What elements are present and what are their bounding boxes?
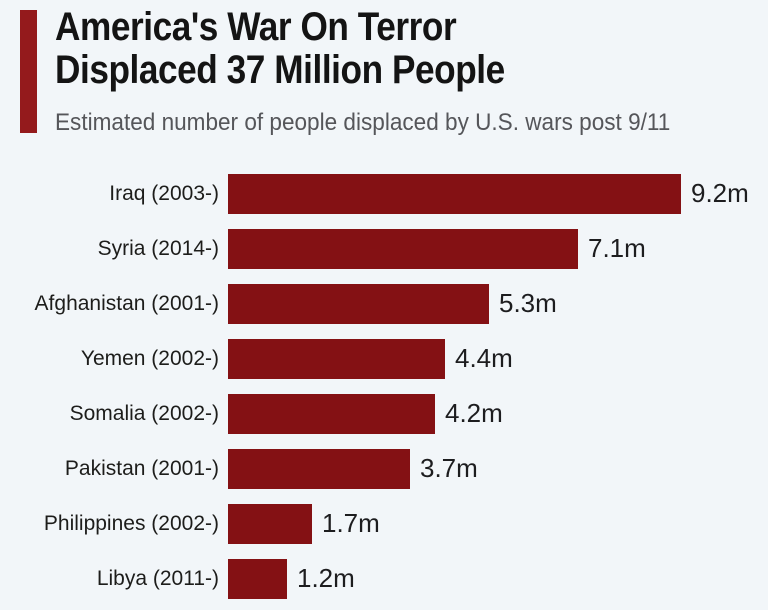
chart-row: Philippines (2002-) 1.7m bbox=[0, 496, 768, 551]
chart-row: Libya (2011-) 1.2m bbox=[0, 551, 768, 606]
title-accent-bar bbox=[20, 10, 37, 133]
bar bbox=[228, 393, 435, 434]
value-label: 7.1m bbox=[588, 233, 646, 263]
chart-row: Afghanistan (2001-) 5.3m bbox=[0, 276, 768, 331]
chart-row: Yemen (2002-) 4.4m bbox=[0, 331, 768, 386]
bar bbox=[228, 558, 287, 599]
value-label: 1.2m bbox=[297, 563, 355, 593]
category-label: Yemen (2002-) bbox=[80, 346, 219, 370]
chart-row: Iraq (2003-) 9.2m bbox=[0, 166, 768, 221]
bar bbox=[228, 503, 312, 544]
category-label: Syria (2014-) bbox=[97, 236, 219, 260]
value-label: 4.2m bbox=[445, 398, 503, 428]
category-label: Somalia (2002-) bbox=[69, 401, 219, 425]
title-line-1: America's War On Terror bbox=[55, 5, 457, 49]
bar bbox=[228, 448, 410, 489]
chart-subtitle: Estimated number of people displaced by … bbox=[55, 109, 671, 136]
category-label: Pakistan (2001-) bbox=[64, 456, 219, 480]
title-line-2: Displaced 37 Million People bbox=[55, 48, 505, 92]
chart-row: Syria (2014-) 7.1m bbox=[0, 221, 768, 276]
bar-chart: Iraq (2003-) 9.2m Syria (2014-) 7.1m Afghani… bbox=[0, 166, 768, 606]
category-label: Iraq (2003-) bbox=[109, 181, 219, 205]
bar bbox=[228, 173, 681, 214]
value-label: 1.7m bbox=[322, 508, 380, 538]
value-label: 4.4m bbox=[455, 343, 513, 373]
value-label: 5.3m bbox=[499, 288, 557, 318]
value-label: 9.2m bbox=[691, 178, 749, 208]
category-label: Afghanistan (2001-) bbox=[34, 291, 219, 315]
chart-row: Somalia (2002-) 4.2m bbox=[0, 386, 768, 441]
value-label: 3.7m bbox=[420, 453, 478, 483]
category-label: Libya (2011-) bbox=[96, 566, 219, 590]
bar bbox=[228, 228, 578, 269]
bar bbox=[228, 338, 445, 379]
bar bbox=[228, 283, 489, 324]
chart-title: America's War On Terror Displaced 37 Mil… bbox=[55, 6, 505, 92]
category-label: Philippines (2002-) bbox=[43, 511, 219, 535]
chart-row: Pakistan (2001-) 3.7m bbox=[0, 441, 768, 496]
